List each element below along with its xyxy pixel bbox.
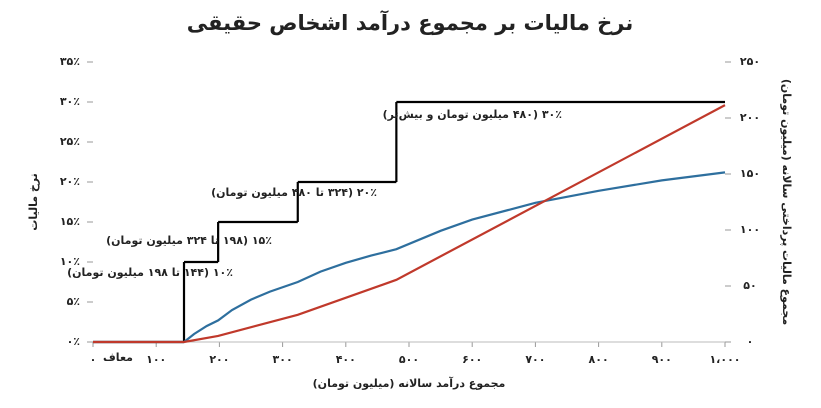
y2-tick-label: ۲۰۰ [740,111,760,124]
y2-tick-label: ۵۰ [743,279,756,292]
x-tick-label: ۴۰۰ [336,353,356,366]
y2-tick-label: ۱۵۰ [740,167,760,180]
y2-tick-label: ۱۰۰ [740,223,760,236]
annotation: ۳۰٪ (۴۸۰ میلیون تومان و بیش‌تر) [383,108,562,121]
annotation: ۱۵٪ (۱۹۸ تا ۳۲۴ میلیون تومان) [106,234,272,247]
x-tick-label: ۳۰۰ [273,353,293,366]
x-tick-label: ۷۰۰ [525,353,545,366]
y-tick-label: ۳۵٪ [60,55,80,68]
y-tick-label: ۱۰٪ [60,255,80,268]
y-tick-label: ۵٪ [67,295,80,308]
annotation: معاف [103,351,133,364]
series-line [93,171,726,344]
annotation: ۱۰٪ (۱۴۴ تا ۱۹۸ میلیون تومان) [67,266,233,279]
chart-title: نرخ مالیات بر مجموع درآمد اشخاص حقیقی [187,10,633,35]
y-tick-label: ۱۵٪ [60,215,80,228]
x-tick-label: ۵۰۰ [399,353,419,366]
y-tick-label: ۰٪ [67,335,80,348]
x-tick-label: ۱،۰۰۰ [709,353,740,366]
x-tick-label: ۸۰۰ [589,353,609,366]
x-tick-label: ۰ [90,353,97,366]
x-tick-label: ۶۰۰ [462,353,482,366]
y-axis-label: نرخ مالیات [27,173,40,230]
y2-tick-label: ۰ [747,335,754,348]
y-tick-label: ۲۵٪ [60,135,80,148]
y2-tick-label: ۲۵۰ [740,55,760,68]
y-tick-label: ۲۰٪ [60,175,80,188]
x-axis-label: مجموع درآمد سالانه (میلیون تومان) [313,376,506,390]
x-tick-label: ۲۰۰ [209,353,229,366]
annotation: ۲۰٪ (۳۲۴ تا ۴۸۰ میلیون تومان) [211,186,377,199]
y2-axis-label: مجموع مالیات پرداختی سالانه (میلیون توما… [780,79,793,325]
x-tick-label: ۹۰۰ [652,353,672,366]
x-tick-label: ۱۰۰ [146,353,166,366]
y-tick-label: ۳۰٪ [60,95,80,108]
series-line [93,104,726,344]
